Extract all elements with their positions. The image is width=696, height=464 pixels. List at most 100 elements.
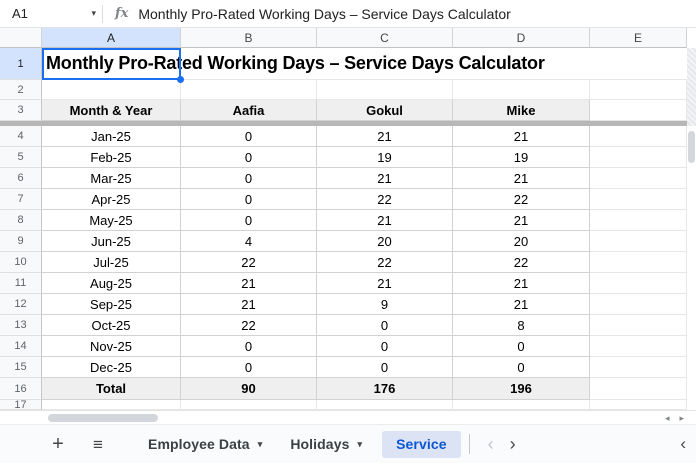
tab-service[interactable]: Service [382, 430, 461, 458]
table-cell[interactable]: Mar-25 [42, 168, 181, 189]
row-header-11[interactable]: 11 [0, 273, 42, 294]
cell-empty[interactable] [42, 400, 181, 410]
cell-empty[interactable] [181, 400, 317, 410]
table-cell[interactable]: 22 [181, 315, 317, 336]
cell-empty[interactable] [590, 126, 687, 147]
row-header-1[interactable]: 1 [0, 48, 42, 80]
cell-empty[interactable] [317, 48, 453, 80]
cell-empty[interactable] [590, 231, 687, 252]
cell-empty[interactable] [590, 357, 687, 378]
total-cell[interactable]: 196 [453, 378, 590, 400]
cell-empty[interactable] [181, 48, 317, 80]
table-cell[interactable]: 22 [317, 189, 453, 210]
cell-empty[interactable] [590, 80, 687, 100]
cell-empty[interactable] [590, 400, 687, 410]
table-cell[interactable]: 0 [317, 357, 453, 378]
total-cell[interactable]: 176 [317, 378, 453, 400]
cell-empty[interactable] [453, 48, 590, 80]
tab-employee-data[interactable]: Employee Data ▾ [134, 431, 276, 458]
tab-scroll-right-icon[interactable]: › [509, 434, 516, 454]
formula-input[interactable]: Monthly Pro-Rated Working Days – Service… [138, 5, 511, 22]
row-header-2[interactable]: 2 [0, 80, 42, 100]
all-sheets-menu-button[interactable]: ≡ [86, 432, 110, 456]
cell-empty[interactable] [317, 400, 453, 410]
table-cell[interactable]: 0 [453, 357, 590, 378]
cell-empty[interactable] [590, 315, 687, 336]
table-cell[interactable]: 0 [181, 357, 317, 378]
table-cell[interactable]: Apr-25 [42, 189, 181, 210]
cell-empty[interactable] [590, 294, 687, 315]
cell-empty[interactable] [453, 80, 590, 100]
vertical-scrollbar-thumb[interactable] [688, 131, 695, 163]
table-cell[interactable]: 9 [317, 294, 453, 315]
row-header-15[interactable]: 15 [0, 357, 42, 378]
row-header-14[interactable]: 14 [0, 336, 42, 357]
table-cell[interactable]: Dec-25 [42, 357, 181, 378]
horizontal-scrollbar-thumb[interactable] [48, 414, 158, 422]
column-header-b[interactable]: B [181, 28, 317, 48]
row-header-5[interactable]: 5 [0, 147, 42, 168]
table-cell[interactable]: Jun-25 [42, 231, 181, 252]
row-header-9[interactable]: 9 [0, 231, 42, 252]
total-cell[interactable]: Total [42, 378, 181, 400]
table-cell[interactable]: 0 [181, 126, 317, 147]
table-cell[interactable]: 21 [181, 273, 317, 294]
row-header-12[interactable]: 12 [0, 294, 42, 315]
cell-empty[interactable] [453, 400, 590, 410]
table-header-cell[interactable]: Gokul [317, 100, 453, 121]
table-cell[interactable]: Jan-25 [42, 126, 181, 147]
table-cell[interactable]: 22 [453, 189, 590, 210]
table-cell[interactable]: 22 [317, 252, 453, 273]
row-header-7[interactable]: 7 [0, 189, 42, 210]
scroll-right-icon[interactable]: ▸ [679, 412, 684, 423]
tab-dropdown-icon[interactable]: ▾ [357, 438, 363, 449]
table-cell[interactable]: 0 [181, 168, 317, 189]
cell-empty[interactable] [590, 336, 687, 357]
row-header-17[interactable]: 17 [0, 400, 42, 410]
tab-scroll-left-icon[interactable]: ‹ [487, 434, 494, 454]
cell-empty[interactable] [590, 147, 687, 168]
cell-empty[interactable] [317, 80, 453, 100]
select-all-corner[interactable] [0, 28, 42, 48]
table-cell[interactable]: 0 [181, 336, 317, 357]
cell-empty[interactable] [590, 273, 687, 294]
cell-empty[interactable] [181, 80, 317, 100]
table-cell[interactable]: 21 [317, 210, 453, 231]
cell-empty[interactable] [590, 100, 687, 121]
row-header-3[interactable]: 3 [0, 100, 42, 121]
table-cell[interactable]: 21 [317, 126, 453, 147]
table-header-cell[interactable]: Mike [453, 100, 590, 121]
table-cell[interactable]: 20 [317, 231, 453, 252]
table-header-cell[interactable]: Aafia [181, 100, 317, 121]
table-cell[interactable]: 21 [453, 294, 590, 315]
table-cell[interactable]: Oct-25 [42, 315, 181, 336]
cell-empty[interactable] [590, 210, 687, 231]
table-cell[interactable]: Feb-25 [42, 147, 181, 168]
table-cell[interactable]: May-25 [42, 210, 181, 231]
table-cell[interactable]: 21 [453, 273, 590, 294]
table-cell[interactable]: 19 [453, 147, 590, 168]
table-cell[interactable]: 0 [181, 147, 317, 168]
tab-holidays[interactable]: Holidays ▾ [276, 431, 376, 458]
table-cell[interactable]: 0 [181, 189, 317, 210]
total-cell[interactable]: 90 [181, 378, 317, 400]
table-cell[interactable]: Aug-25 [42, 273, 181, 294]
table-cell[interactable]: 21 [317, 273, 453, 294]
name-box-dropdown-icon[interactable]: ▾ [91, 8, 96, 18]
tab-dropdown-icon[interactable]: ▾ [257, 438, 263, 449]
table-cell[interactable]: 20 [453, 231, 590, 252]
collapse-panel-icon[interactable]: ‹ [680, 434, 686, 453]
cell-empty[interactable] [590, 252, 687, 273]
table-cell[interactable]: 19 [317, 147, 453, 168]
table-cell[interactable]: 21 [181, 294, 317, 315]
cell-empty[interactable] [590, 48, 687, 80]
table-cell[interactable]: 0 [453, 336, 590, 357]
row-header-10[interactable]: 10 [0, 252, 42, 273]
table-cell[interactable]: 0 [181, 210, 317, 231]
table-cell[interactable]: 21 [317, 168, 453, 189]
column-header-d[interactable]: D [453, 28, 590, 48]
column-header-a[interactable]: A [42, 28, 181, 48]
table-header-cell[interactable]: Month & Year [42, 100, 181, 121]
table-cell[interactable]: 21 [453, 168, 590, 189]
table-cell[interactable]: 4 [181, 231, 317, 252]
